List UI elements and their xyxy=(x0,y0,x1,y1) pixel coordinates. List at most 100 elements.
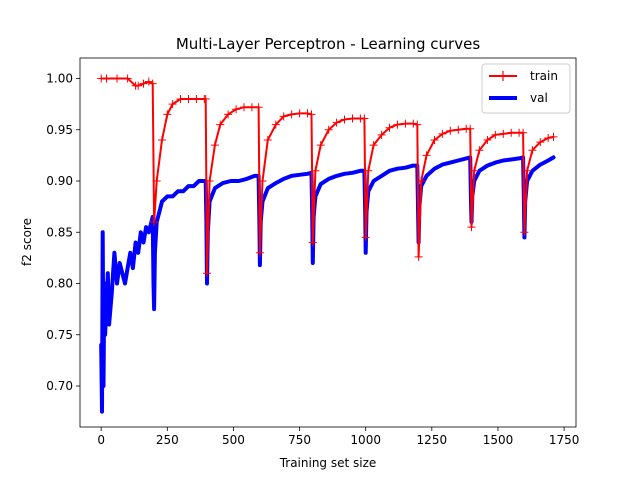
x-tick-label: 1500 xyxy=(483,433,514,447)
series-point-train xyxy=(254,103,263,112)
x-tick-label: 1000 xyxy=(350,433,381,447)
series-point-train xyxy=(364,166,373,175)
series-point-train xyxy=(466,124,475,133)
series-point-train xyxy=(224,110,233,119)
y-tick-label: 0.90 xyxy=(46,174,73,188)
y-tick-label: 0.85 xyxy=(46,225,73,239)
series-point-train xyxy=(123,74,132,83)
series-point-train xyxy=(205,177,214,185)
series-point-train xyxy=(430,136,439,144)
series-point-train xyxy=(176,95,185,103)
plot-area xyxy=(97,74,558,414)
series-point-train xyxy=(475,146,484,155)
x-tick-label: 250 xyxy=(156,433,179,447)
series-point-train xyxy=(308,238,317,247)
series-point-train xyxy=(316,141,325,150)
series-point-train xyxy=(240,103,248,112)
legend-train-label: train xyxy=(530,69,558,83)
y-tick-label: 0.80 xyxy=(46,277,73,291)
series-point-train xyxy=(528,146,537,155)
x-tick-label: 1750 xyxy=(549,433,580,447)
series-point-train xyxy=(144,77,153,86)
chart-title: Multi-Layer Perceptron - Learning curves xyxy=(176,35,481,53)
series-point-train xyxy=(385,123,394,132)
series-point-train xyxy=(470,166,479,175)
series-point-train xyxy=(139,79,148,88)
series-point-train xyxy=(324,125,333,134)
series-point-train xyxy=(361,233,370,242)
series-point-train xyxy=(258,177,267,185)
series-point-train xyxy=(232,105,241,114)
series-point-train xyxy=(491,130,500,139)
series-point-train xyxy=(150,218,159,226)
x-tick-label: 1250 xyxy=(417,433,448,447)
series-point-train xyxy=(332,118,341,127)
series-point-train xyxy=(340,115,349,124)
series-point-train xyxy=(102,74,111,83)
series-point-train xyxy=(413,120,422,129)
series-point-train xyxy=(393,120,402,129)
series-point-train xyxy=(499,129,508,138)
axes-frame xyxy=(79,57,577,428)
series-point-train xyxy=(263,136,272,144)
x-tick-label: 750 xyxy=(288,433,311,447)
series-point-train xyxy=(134,81,143,90)
series-point-train xyxy=(247,103,256,112)
series-point-train xyxy=(201,95,210,103)
series-point-train xyxy=(152,177,161,185)
y-tick-label: 0.75 xyxy=(46,328,73,342)
series-point-train xyxy=(295,109,304,118)
y-axis-label: f2 score xyxy=(20,218,34,266)
series-layer xyxy=(97,74,558,414)
series-point-train xyxy=(369,141,378,150)
series-point-train xyxy=(401,119,410,128)
series-point-train xyxy=(168,100,177,109)
series-point-train xyxy=(303,109,312,118)
y-tick-label: 1.00 xyxy=(46,72,73,86)
x-axis-label: Training set size xyxy=(279,456,377,470)
legend: train val xyxy=(481,63,571,114)
series-point-train xyxy=(307,110,316,119)
series-point-train xyxy=(536,138,545,147)
series-point-train xyxy=(417,177,426,185)
series-point-train xyxy=(348,114,357,123)
series-point-train xyxy=(507,128,516,137)
series-point-train xyxy=(438,129,447,138)
series-point-train xyxy=(210,141,219,150)
series-point-train xyxy=(158,136,166,144)
x-tick-label: 500 xyxy=(222,433,245,447)
y-tick-label: 0.70 xyxy=(46,379,73,393)
series-point-train xyxy=(255,248,264,257)
series-point-train xyxy=(549,132,558,141)
series-point-train xyxy=(148,79,157,88)
y-tick-label: 0.95 xyxy=(46,123,73,137)
series-point-train xyxy=(113,74,121,83)
series-point-train xyxy=(446,126,455,135)
legend-val-label: val xyxy=(530,91,548,105)
series-point-train xyxy=(377,130,386,139)
series-point-train xyxy=(544,134,553,142)
series-point-train xyxy=(519,128,528,137)
x-tick-label: 0 xyxy=(97,433,105,447)
series-point-train xyxy=(279,112,288,121)
series-point-train xyxy=(203,269,211,278)
series-point-train xyxy=(360,114,369,123)
series-point-train xyxy=(216,120,225,129)
series-point-train xyxy=(311,166,320,175)
series-point-train xyxy=(422,151,431,160)
series-point-train xyxy=(271,120,280,129)
series-point-train xyxy=(520,228,529,237)
series-point-train xyxy=(414,252,423,261)
series-point-train xyxy=(454,125,463,134)
series-point-train xyxy=(523,166,532,175)
series-point-train xyxy=(184,95,193,103)
series-point-train xyxy=(467,223,476,232)
series-point-train xyxy=(192,95,201,103)
axes: 0 250 500 750 1000 1250 1500 1750 0.70 0.75 0.80 0.… xyxy=(46,57,580,447)
series-point-train xyxy=(163,110,172,119)
series-point-train xyxy=(483,136,492,144)
series-point-train xyxy=(287,110,296,119)
legend-train-marker xyxy=(499,71,509,81)
